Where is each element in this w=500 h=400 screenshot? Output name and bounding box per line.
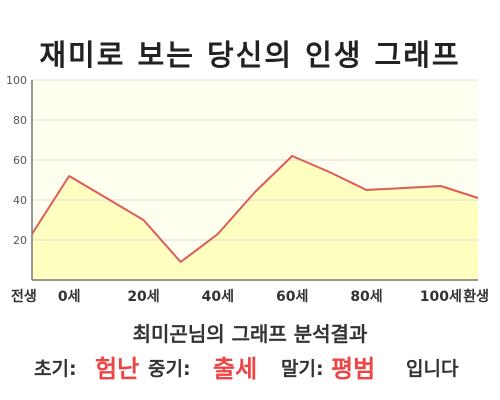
y-tick-label: 20 bbox=[13, 234, 27, 247]
analysis-result-line: 초기: 험난 중기: 출세 말기: 평범 입니다 bbox=[0, 346, 500, 383]
life-line bbox=[31, 155, 479, 263]
early-period-label: 초기: bbox=[34, 358, 77, 380]
x-tick-label: 100세 bbox=[420, 289, 462, 305]
analysis-heading: 최미곤님의 그래프 분석결과 bbox=[132, 322, 368, 346]
page-title: 재미로 보는 당신의 인생 그래프 bbox=[39, 38, 461, 72]
x-tick-label: 환생 bbox=[463, 288, 489, 305]
y-tick-label: 100 bbox=[6, 74, 27, 87]
x-tick-label: 40세 bbox=[202, 289, 234, 305]
x-tick-label: 20세 bbox=[127, 289, 159, 305]
middle-period-label: 중기: bbox=[148, 358, 191, 380]
y-tick-label: 80 bbox=[13, 114, 27, 127]
middle-period-value: 출세 bbox=[213, 355, 258, 383]
late-period-value: 평범 bbox=[331, 355, 376, 383]
late-period-label: 말기: bbox=[281, 358, 324, 380]
x-tick-label: 0세 bbox=[58, 289, 81, 305]
early-period-value: 험난 bbox=[95, 355, 140, 383]
y-tick-label: 60 bbox=[13, 154, 27, 167]
y-tick-label: 40 bbox=[13, 194, 27, 207]
area-fill bbox=[32, 156, 478, 280]
x-tick-label: 80세 bbox=[350, 289, 382, 305]
result-suffix: 입니다 bbox=[406, 358, 459, 380]
x-tick-label: 전생 bbox=[11, 288, 37, 305]
x-tick-label: 60세 bbox=[276, 289, 308, 305]
